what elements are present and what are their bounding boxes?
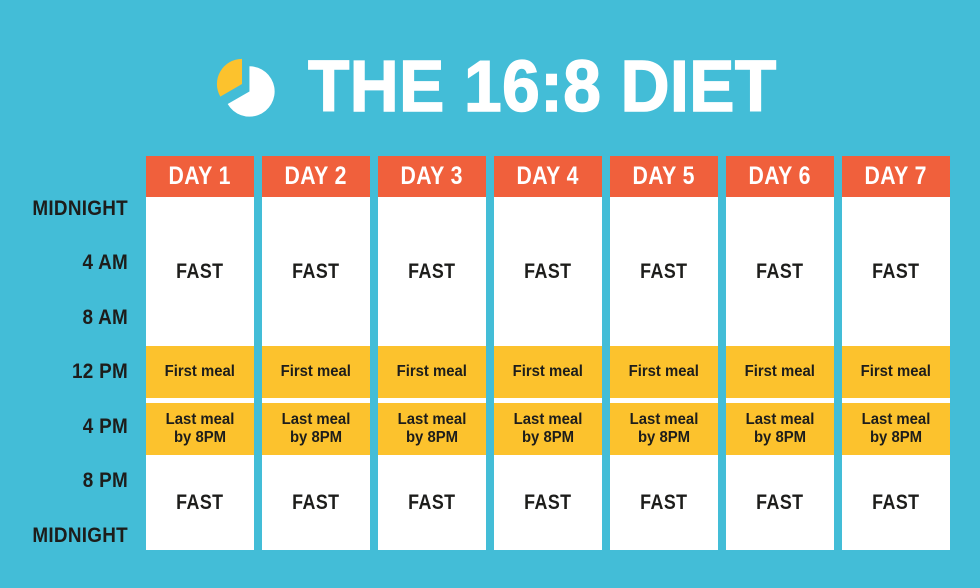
cell-label: FAST	[640, 259, 688, 283]
meal-cell: First meal	[146, 346, 254, 398]
meal-cell: Last meal by 8PM	[610, 403, 718, 455]
fast-cell: FAST	[842, 455, 950, 550]
cell-label: Last meal by 8PM	[629, 410, 699, 446]
cell-label: Last meal by 8PM	[165, 410, 235, 446]
day-column: DAY 6 FAST First meal Last meal by 8PM FAST	[726, 156, 834, 550]
meal-cell: Last meal by 8PM	[378, 403, 486, 455]
meal-cell: Last meal by 8PM	[842, 403, 950, 455]
cell-label: First meal	[744, 362, 816, 380]
fast-cell: FAST	[842, 197, 950, 346]
cell-label: FAST	[756, 490, 804, 514]
fast-cell: FAST	[494, 455, 602, 550]
fast-cell: FAST	[726, 455, 834, 550]
fast-cell: FAST	[610, 455, 718, 550]
time-label: 4 PM	[82, 415, 128, 438]
cell-label: Last meal by 8PM	[281, 410, 351, 446]
day-body: FAST First meal Last meal by 8PM FAST	[842, 197, 950, 550]
day-header-label: DAY 1	[168, 162, 232, 190]
meal-cell: First meal	[610, 346, 718, 398]
day-body: FAST First meal Last meal by 8PM FAST	[610, 197, 718, 550]
cell-label: First meal	[396, 362, 468, 380]
cell-label: First meal	[860, 362, 932, 380]
day-header-label: DAY 7	[864, 162, 928, 190]
time-label: 12 PM	[72, 360, 128, 383]
page-title: THE 16:8 DIET	[307, 47, 777, 127]
day-header: DAY 5	[610, 156, 718, 197]
cell-label: Last meal by 8PM	[513, 410, 583, 446]
meal-cell: First meal	[262, 346, 370, 398]
day-column: DAY 4 FAST First meal Last meal by 8PM FAST	[494, 156, 602, 550]
day-header-label: DAY 3	[400, 162, 464, 190]
fast-cell: FAST	[262, 197, 370, 346]
cell-label: FAST	[176, 490, 224, 514]
cell-label: FAST	[524, 490, 572, 514]
cell-label: First meal	[512, 362, 584, 380]
cell-label: First meal	[280, 362, 352, 380]
time-label: MIDNIGHT	[32, 524, 128, 547]
fast-cell: FAST	[262, 455, 370, 550]
day-header: DAY 1	[146, 156, 254, 197]
cell-label: Last meal by 8PM	[745, 410, 815, 446]
day-header-label: DAY 4	[516, 162, 580, 190]
fast-cell: FAST	[610, 197, 718, 346]
day-header: DAY 4	[494, 156, 602, 197]
time-axis: MIDNIGHT 4 AM 8 AM 12 PM 4 PM 8 PM MIDNIGHT	[0, 0, 128, 588]
fast-cell: FAST	[726, 197, 834, 346]
day-body: FAST First meal Last meal by 8PM FAST	[378, 197, 486, 550]
header: THE 16:8 DIET	[0, 48, 980, 126]
cell-label: FAST	[292, 490, 340, 514]
meal-cell: Last meal by 8PM	[262, 403, 370, 455]
meal-cell: Last meal by 8PM	[146, 403, 254, 455]
fast-cell: FAST	[146, 197, 254, 346]
meal-cell: Last meal by 8PM	[494, 403, 602, 455]
day-column: DAY 1 FAST First meal Last meal by 8PM FAST	[146, 156, 254, 550]
day-header: DAY 3	[378, 156, 486, 197]
cell-label: FAST	[292, 259, 340, 283]
cell-label: FAST	[408, 490, 456, 514]
day-column: DAY 3 FAST First meal Last meal by 8PM FAST	[378, 156, 486, 550]
cell-label: FAST	[524, 259, 572, 283]
day-column: DAY 2 FAST First meal Last meal by 8PM FAST	[262, 156, 370, 550]
day-column: DAY 5 FAST First meal Last meal by 8PM FAST	[610, 156, 718, 550]
day-header: DAY 6	[726, 156, 834, 197]
fast-cell: FAST	[378, 455, 486, 550]
cell-label: FAST	[872, 259, 920, 283]
day-body: FAST First meal Last meal by 8PM FAST	[726, 197, 834, 550]
time-label: 8 PM	[82, 469, 128, 492]
time-label: 8 AM	[82, 306, 128, 329]
meal-cell: First meal	[378, 346, 486, 398]
cell-label: Last meal by 8PM	[397, 410, 467, 446]
fast-cell: FAST	[378, 197, 486, 346]
time-label: 4 AM	[82, 251, 128, 274]
fast-cell: FAST	[146, 455, 254, 550]
pie-clock-icon	[216, 58, 275, 117]
day-body: FAST First meal Last meal by 8PM FAST	[494, 197, 602, 550]
day-header: DAY 7	[842, 156, 950, 197]
day-body: FAST First meal Last meal by 8PM FAST	[146, 197, 254, 550]
day-header-label: DAY 2	[284, 162, 348, 190]
day-header-label: DAY 6	[748, 162, 812, 190]
fast-cell: FAST	[494, 197, 602, 346]
cell-label: FAST	[408, 259, 456, 283]
cell-label: Last meal by 8PM	[861, 410, 931, 446]
day-body: FAST First meal Last meal by 8PM FAST	[262, 197, 370, 550]
cell-label: First meal	[628, 362, 700, 380]
cell-label: First meal	[164, 362, 236, 380]
day-header-label: DAY 5	[632, 162, 696, 190]
meal-cell: First meal	[726, 346, 834, 398]
day-column: DAY 7 FAST First meal Last meal by 8PM FAST	[842, 156, 950, 550]
meal-cell: First meal	[494, 346, 602, 398]
cell-label: FAST	[756, 259, 804, 283]
meal-cell: Last meal by 8PM	[726, 403, 834, 455]
cell-label: FAST	[176, 259, 224, 283]
day-header: DAY 2	[262, 156, 370, 197]
meal-cell: First meal	[842, 346, 950, 398]
schedule-table: DAY 1 FAST First meal Last meal by 8PM FAST D…	[146, 156, 950, 550]
time-label: MIDNIGHT	[32, 197, 128, 220]
cell-label: FAST	[872, 490, 920, 514]
cell-label: FAST	[640, 490, 688, 514]
